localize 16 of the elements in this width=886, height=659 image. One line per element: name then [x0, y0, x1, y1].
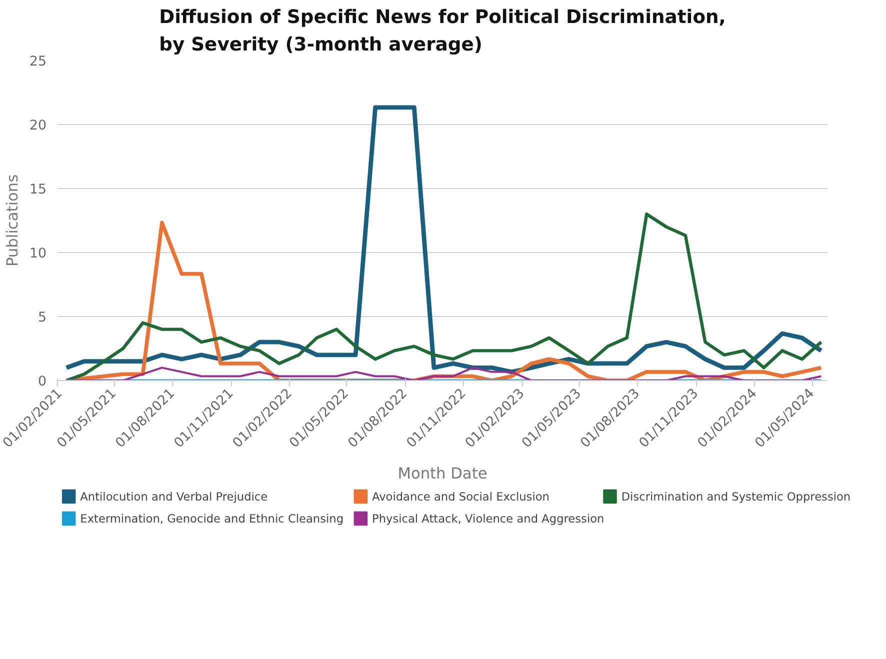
legend-label: Antilocution and Verbal Prejudice [80, 490, 268, 504]
legend-label: Physical Attack, Violence and Aggression [372, 512, 604, 526]
y-tick-label: 10 [30, 246, 47, 262]
legend-label: Extermination, Genocide and Ethnic Cleansing [80, 512, 344, 526]
y-tick-label: 25 [30, 54, 47, 70]
line-series [65, 366, 822, 380]
y-tick-label: 20 [30, 118, 47, 134]
line-series [64, 105, 824, 374]
y-axis-title: Publications [4, 174, 22, 267]
y-tick-label: 15 [30, 182, 47, 198]
y-tick-label: 0 [38, 374, 47, 390]
y-tick-label: 5 [38, 310, 47, 326]
chart-title: Diffusion of Specific News for Political Discrimination, by Severity (3-month average) [159, 7, 726, 56]
legend-label: Discrimination and Systemic Oppression [621, 490, 851, 504]
legend-label: Avoidance and Social Exclusion [372, 490, 550, 504]
x-axis-title: Month Date [398, 464, 488, 482]
